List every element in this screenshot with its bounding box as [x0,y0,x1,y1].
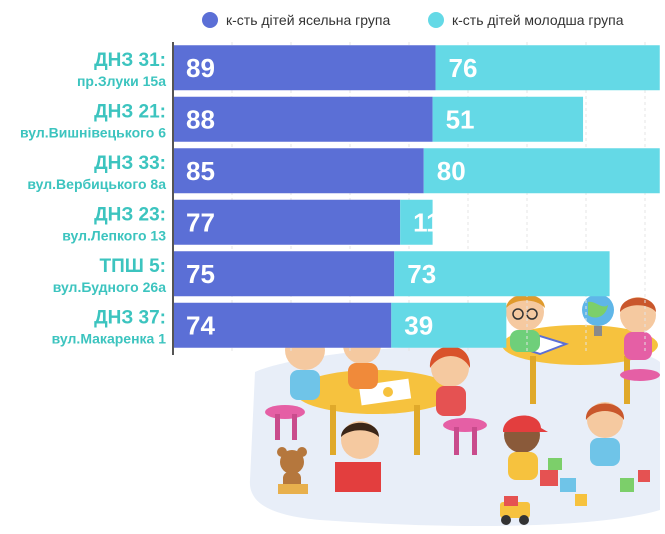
category-name-label: ДНЗ 23: [94,205,166,226]
bar-value-label: 74 [186,310,215,340]
bar-nursery-0 [173,45,436,91]
legend-marker-series-1 [202,12,218,28]
bar-nursery-4 [173,251,395,297]
bar-junior-1 [432,96,584,142]
legend-label-series-1: к-сть дітей ясельна група [226,12,391,28]
category-name-label: ДНЗ 31: [94,50,166,71]
bar-value-label: 76 [449,53,478,83]
bar-value-label: 80 [437,156,466,186]
bar-nursery-1 [173,96,433,142]
bar-value-label: 11 [413,207,441,237]
legend-marker-series-2 [428,12,444,28]
legend-label-series-2: к-сть дітей молодша група [452,12,624,28]
category-name-label: ДНЗ 33: [94,153,166,174]
bar-value-label: 77 [186,207,215,237]
bar-junior-4 [394,251,610,297]
bar-value-label: 85 [186,156,215,186]
category-name-label: ТПШ 5: [99,256,166,277]
legend: к-сть дітей ясельна група к-сть дітей мо… [202,12,624,28]
category-address-label: вул.Будного 26а [53,279,167,295]
bar-value-label: 51 [446,104,475,134]
bar-nursery-3 [173,199,401,245]
category-address-label: вул.Вишнівецького 6 [20,125,166,141]
bar-junior-3 [400,199,433,245]
bar-junior-0 [435,45,660,91]
category-address-label: пр.Злуки 15а [77,73,166,89]
bars: 89 76 88 51 85 80 77 11 75 73 74 39 [173,45,660,348]
category-address-label: вул.Макаренка 1 [52,331,167,347]
category-name-label: ДНЗ 21: [94,102,166,123]
bar-value-label: 89 [186,53,215,83]
category-address-label: вул.Вербицького 8а [27,176,166,192]
bar-nursery-5 [173,302,392,348]
bar-value-label: 88 [186,104,215,134]
bar-value-label: 39 [404,310,433,340]
bar-value-label: 75 [186,259,215,289]
bar-value-label: 73 [407,259,436,289]
bar-junior-2 [423,148,660,194]
bar-junior-5 [391,302,507,348]
category-labels: ДНЗ 31: пр.Злуки 15а ДНЗ 21: вул.Вишнівецьк… [20,50,166,347]
bar-nursery-2 [173,148,424,194]
category-name-label: ДНЗ 37: [94,308,166,329]
category-address-label: вул.Лепкого 13 [62,228,166,244]
